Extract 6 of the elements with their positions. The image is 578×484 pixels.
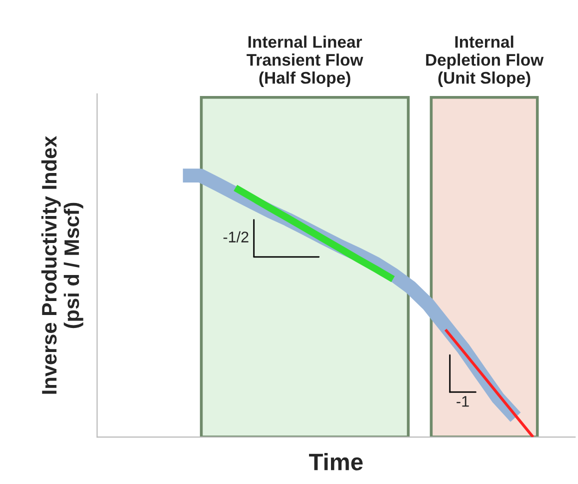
y-axis-title: Inverse Productivity Index (psi d / Mscf) (41, 136, 84, 394)
annotation: -1 (456, 396, 469, 407)
text: Internal Depletion Flow (Unit Slope) (426, 36, 544, 88)
annotation: -1/2 (223, 231, 248, 242)
x-axis-title: Time (309, 453, 363, 470)
text: Internal Linear Transient Flow (Half Slope) (246, 36, 364, 88)
